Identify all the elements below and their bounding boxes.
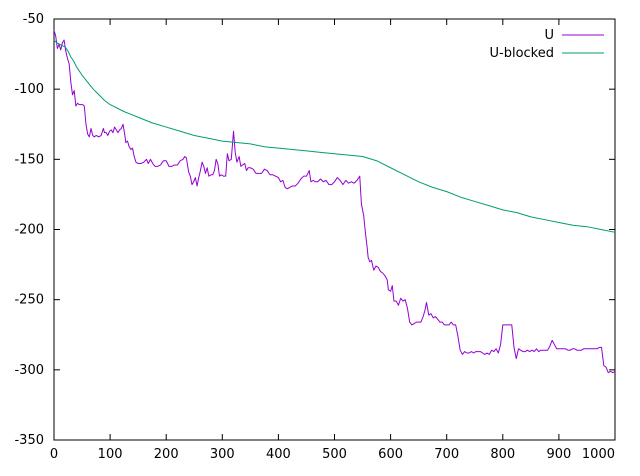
x-tick-label: 600 [378,447,403,462]
x-tick-label: 700 [434,447,459,462]
x-tick-label: 200 [154,447,179,462]
y-tick-label: -350 [14,433,44,448]
legend-label-u: U [544,28,554,43]
x-tick-label: 100 [98,447,123,462]
series-line-u-blocked [53,39,616,233]
plot-frame [53,18,616,441]
y-tick-label: -150 [14,152,44,167]
x-tick-label: 1000 [582,447,615,462]
y-tick-label: -200 [14,223,44,238]
legend-label-u-blocked: U-blocked [490,46,555,61]
plot-area: 0 100 200 300 400 500 600 700 800 900 1000 -50 -100 -… [14,12,616,462]
series-line-u [53,30,616,374]
x-tick-label: 400 [266,447,291,462]
legend: U U-blocked [490,28,604,61]
y-tick-label: -50 [23,12,44,27]
x-tick-label: 300 [210,447,235,462]
x-tick-label: 900 [546,447,571,462]
x-tick-label: 0 [50,447,58,462]
y-tick-label: -300 [14,363,44,378]
y-tick-label: -100 [14,82,44,97]
x-tick-label: 800 [490,447,515,462]
series-layer [53,30,616,374]
x-tick-label: 500 [322,447,347,462]
y-tick-label: -250 [14,293,44,308]
